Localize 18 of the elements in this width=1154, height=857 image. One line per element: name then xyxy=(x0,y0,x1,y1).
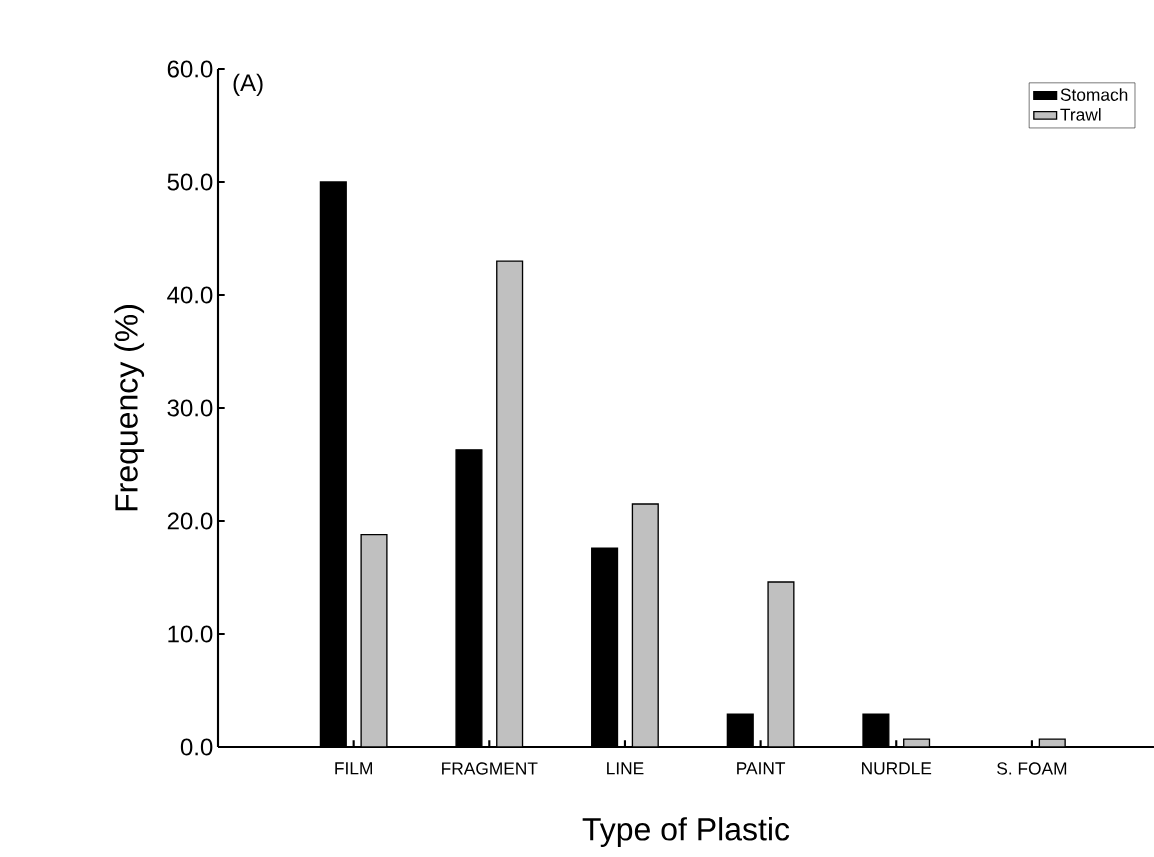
x-tick-label: FRAGMENT xyxy=(442,762,538,775)
y-tick-label: 50.0 xyxy=(167,173,213,191)
y-tick-label: 20.0 xyxy=(167,512,213,530)
y-tick-label: 10.0 xyxy=(168,625,213,643)
y-tick-label: 60.0 xyxy=(167,60,213,78)
y-tick-label: 40.0 xyxy=(167,286,213,304)
legend-label: Trawl xyxy=(1060,108,1101,121)
y-tick-label: 30.0 xyxy=(167,399,213,417)
y-axis-title: Frequency (%) xyxy=(114,305,145,511)
x-tick-label: LINE xyxy=(607,762,644,775)
x-axis-title: Type of Plastic xyxy=(582,817,790,847)
x-tick-label: S. FOAM xyxy=(997,762,1067,775)
legend-label: Stomach xyxy=(1060,88,1128,101)
x-tick-label: FILM xyxy=(335,762,372,775)
x-tick-label: PAINT xyxy=(737,762,786,775)
x-tick-label: NURDLE xyxy=(862,762,932,775)
annotation: (A) xyxy=(233,73,263,97)
y-tick-label: 0.0 xyxy=(180,738,213,756)
